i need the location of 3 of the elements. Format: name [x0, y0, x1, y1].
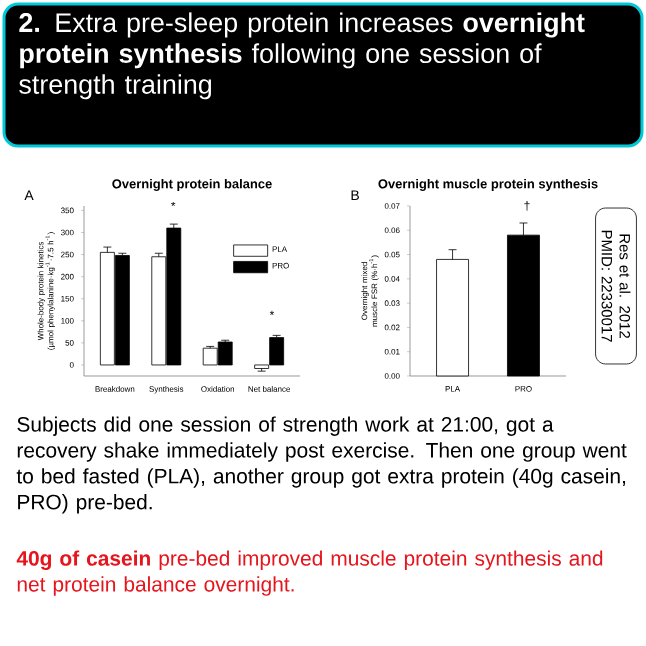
text: Subjects did one session of strength work at 21:00, got a recovery shake immediately post exercise. Then one group went to bed fasted (PLA), another group got extra protein (40g casein, PRO) pre-bed. [16, 416, 627, 514]
text: 40g of casein pre-bed improved muscle protein synthesis and net protein balance overnight. [16, 550, 603, 596]
text: 2. Extra pre-sleep protein increases overnight protein synthesis following one session of strength training [19, 12, 585, 100]
